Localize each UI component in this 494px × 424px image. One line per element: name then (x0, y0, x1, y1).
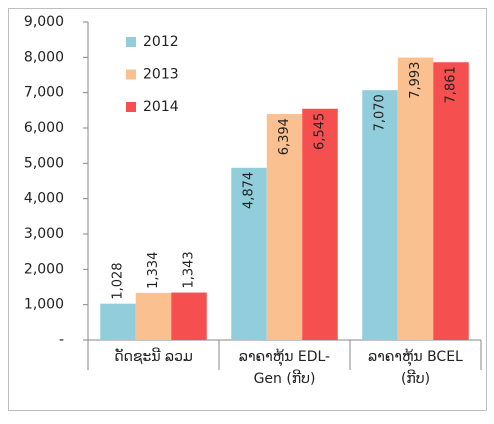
bar (231, 167, 267, 340)
data-label: 1,334 (146, 252, 161, 289)
legend-label: 2014 (143, 99, 179, 115)
data-label: 6,394 (277, 118, 292, 155)
bar (362, 90, 398, 341)
legend-label: 2012 (143, 34, 179, 50)
y-tick-label: 5,000 (24, 155, 64, 171)
data-label: 1,028 (111, 262, 126, 299)
data-label: 4,874 (242, 172, 257, 209)
y-tick-label: 9,000 (24, 14, 64, 30)
legend-swatch (126, 102, 136, 112)
legend-label: 2013 (143, 67, 179, 83)
bar (302, 108, 338, 340)
x-tick-label: ລາຄາຫຸ້ນ EDL-Gen (ກີບ) (238, 349, 331, 387)
x-tick-label: ດັດຊະນີ ລວມ (114, 349, 193, 365)
y-tick-label: 6,000 (24, 120, 64, 136)
y-tick-label: 2,000 (24, 261, 64, 277)
chart-border (8, 8, 487, 411)
bar (397, 57, 434, 341)
y-tick-label: - (59, 332, 64, 348)
bar (135, 292, 172, 340)
bar (100, 303, 136, 340)
y-tick-label: 1,000 (24, 297, 64, 313)
bar (171, 292, 207, 340)
legend-swatch (126, 69, 136, 80)
bar (433, 62, 469, 341)
y-tick-label: 3,000 (24, 226, 64, 242)
data-label: 7,993 (408, 62, 423, 99)
data-label: 7,070 (373, 94, 388, 131)
y-tick-label: 8,000 (24, 49, 64, 65)
data-label: 1,343 (182, 251, 197, 288)
data-label: 7,861 (444, 66, 459, 103)
y-tick-label: 7,000 (24, 85, 64, 101)
bar (266, 114, 303, 340)
y-tick-label: 4,000 (24, 191, 64, 207)
legend-swatch (126, 37, 136, 47)
x-tick-label: ລາຄາຫຸ້ນ BCEL (ກີບ) (368, 349, 463, 387)
data-label: 6,545 (313, 113, 328, 150)
